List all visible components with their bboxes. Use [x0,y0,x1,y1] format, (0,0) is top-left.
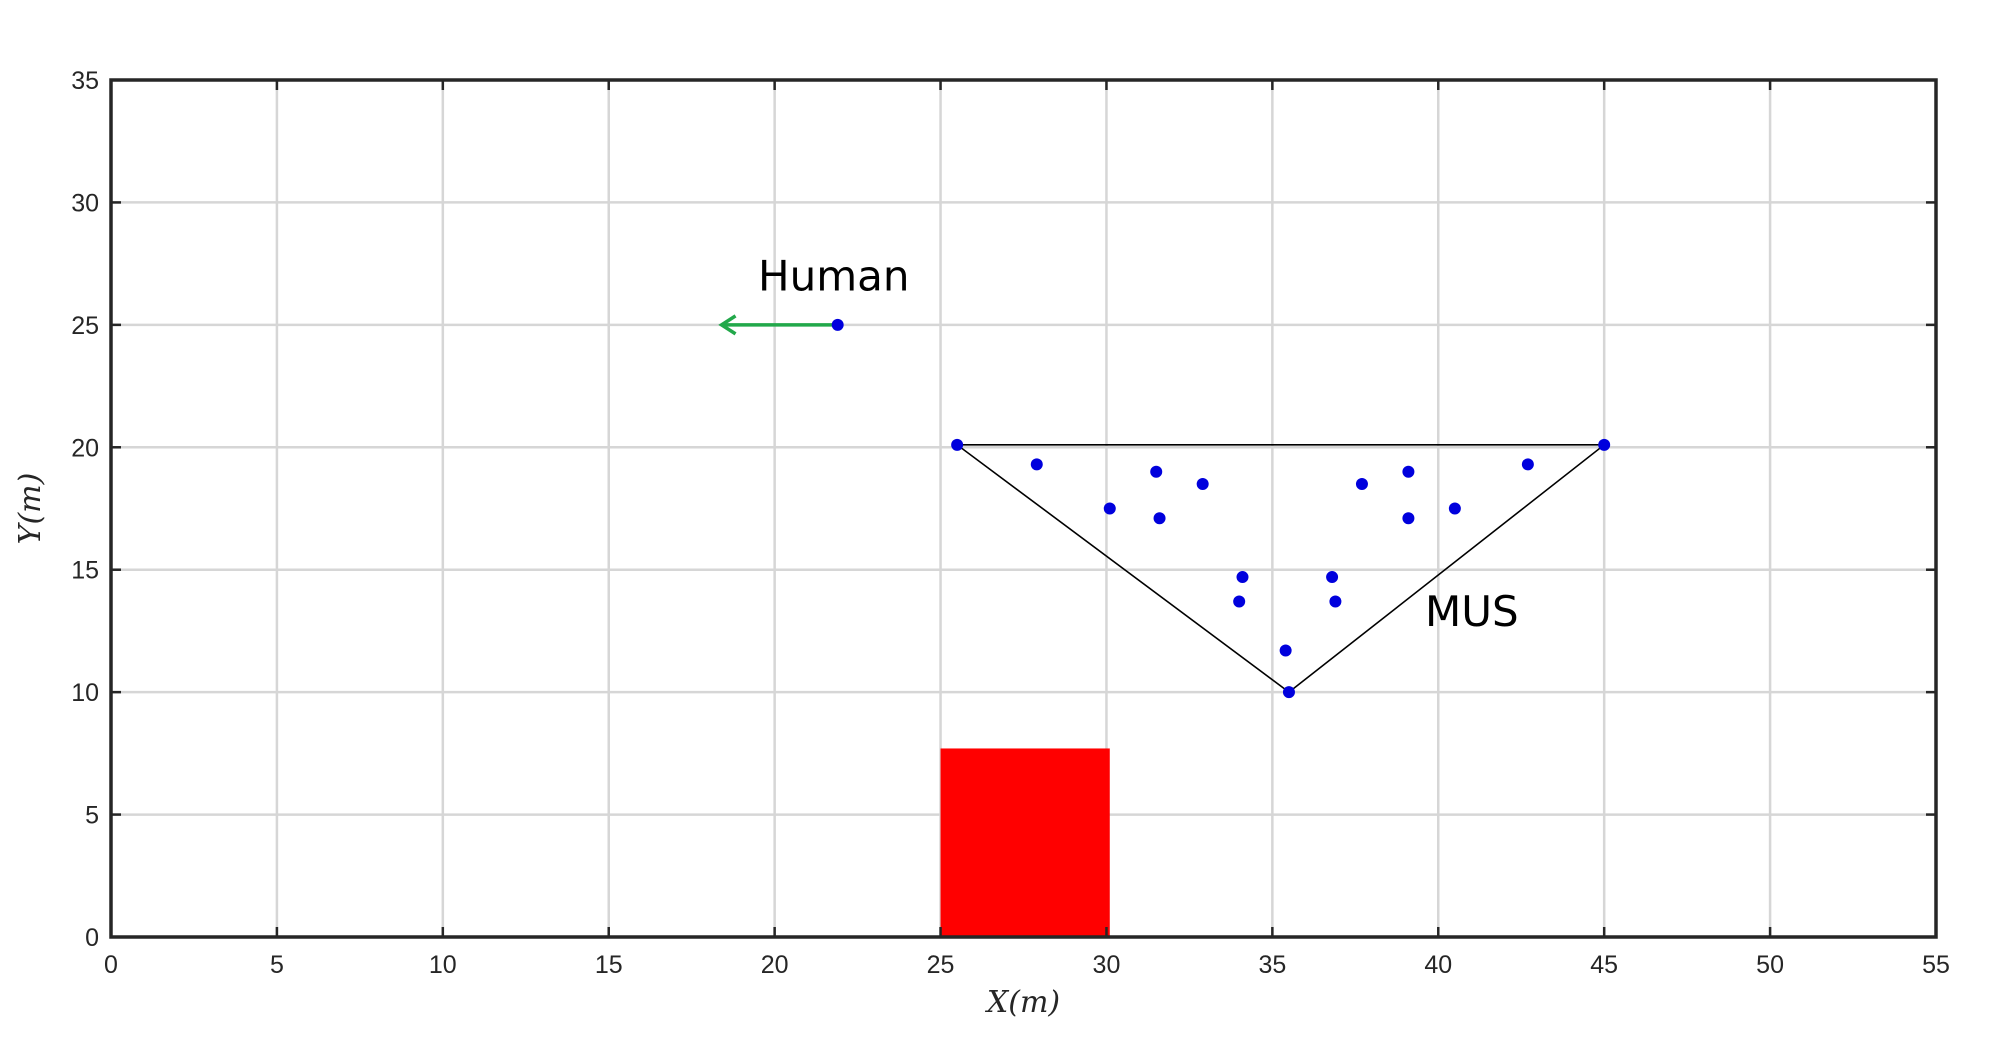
mus-agent-point-4 [1153,512,1166,525]
x-tick-label-10: 10 [429,951,457,979]
x-tick-label-40: 40 [1424,951,1452,979]
x-tick-label-20: 20 [761,951,789,979]
mus-agent-point-14 [1521,458,1534,471]
mus-agent-point-3 [1103,502,1116,515]
mus-agent-point-6 [1233,595,1246,608]
mus-vertex-point-1 [1598,438,1611,451]
y-tick-label-20: 20 [71,434,99,462]
annotation-human: Human [758,252,909,301]
x-tick-label-25: 25 [927,951,955,979]
y-tick-label-5: 5 [85,802,99,830]
plot-frame [109,78,1938,939]
axes [109,78,1938,939]
x-tick-label-0: 0 [104,951,118,979]
mus-agent-point-7 [1279,644,1292,657]
y-tick-label-15: 15 [71,557,99,585]
mus-agent-point-12 [1402,512,1415,525]
mus-agent-point-5 [1236,571,1249,584]
annotations: Human MUS [758,252,1519,636]
mus-formation [951,438,1611,699]
mus-vertex-point-2 [1282,686,1295,699]
x-tick-label-45: 45 [1590,951,1618,979]
human-arrow-head [718,314,737,336]
annotation-mus: MUS [1425,587,1519,636]
human-layer [718,314,844,336]
tick-labels: 0 5 10 15 20 25 30 35 40 45 50 55 0 5 10 15 20 25 30 35 [71,67,1950,979]
obstacle [940,748,1110,937]
x-tick-label-15: 15 [595,951,623,979]
mus-agent-point-2 [1196,478,1209,491]
x-tick-label-30: 30 [1093,951,1121,979]
y-tick-label-35: 35 [71,67,99,95]
mus-agent-point-0 [1030,458,1043,471]
mus-agent-point-13 [1448,502,1461,515]
x-tick-label-50: 50 [1756,951,1784,979]
obstacle-layer [940,748,1110,937]
y-tick-label-0: 0 [85,924,99,952]
y-tick-label-25: 25 [71,312,99,340]
mus-agent-point-8 [1326,571,1339,584]
mus-agent-point-11 [1402,465,1415,478]
mus-vertex-point-0 [951,438,964,451]
x-tick-label-35: 35 [1258,951,1286,979]
y-tick-label-10: 10 [71,679,99,707]
x-tick-label-5: 5 [270,951,284,979]
y-axis-label: Y(m) [13,473,48,545]
human-point [831,318,844,331]
mus-triangle [954,444,1607,694]
mus-agent-point-9 [1329,595,1342,608]
x-axis-label: X(m) [985,985,1060,1020]
mus-agent-point-10 [1355,478,1368,491]
y-tick-label-30: 30 [71,189,99,217]
x-tick-label-55: 55 [1922,951,1950,979]
mus-agent-point-1 [1150,465,1163,478]
